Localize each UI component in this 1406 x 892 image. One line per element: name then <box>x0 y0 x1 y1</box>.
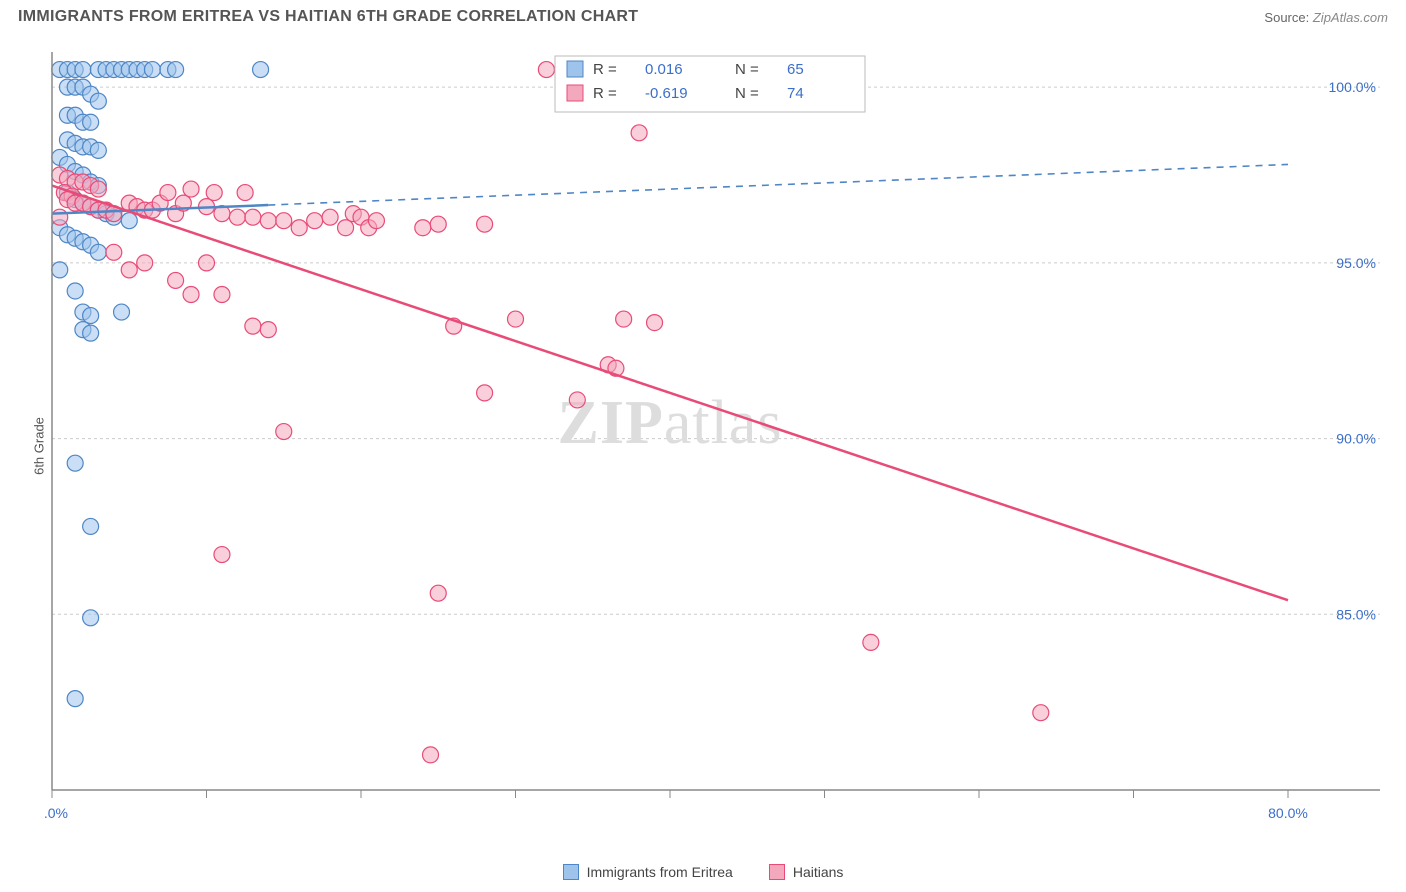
svg-text:N =: N = <box>735 85 759 102</box>
legend-label: Immigrants from Eritrea <box>587 864 733 880</box>
source-value: ZipAtlas.com <box>1313 10 1388 25</box>
legend-swatch-icon <box>563 864 579 880</box>
svg-text:0.0%: 0.0% <box>44 805 68 821</box>
source-label: Source: <box>1264 10 1309 25</box>
title-bar: IMMIGRANTS FROM ERITREA VS HAITIAN 6TH G… <box>0 0 1406 26</box>
legend-item-eritrea: Immigrants from Eritrea <box>563 864 733 880</box>
svg-text:90.0%: 90.0% <box>1336 431 1376 447</box>
svg-text:R =: R = <box>593 61 617 78</box>
legend-item-haitians: Haitians <box>769 864 844 880</box>
svg-text:100.0%: 100.0% <box>1329 79 1376 95</box>
chart-title: IMMIGRANTS FROM ERITREA VS HAITIAN 6TH G… <box>18 8 638 26</box>
svg-text:ZIPatlas: ZIPatlas <box>558 389 783 457</box>
bottom-legend: Immigrants from Eritrea Haitians <box>0 864 1406 880</box>
svg-text:74: 74 <box>787 85 804 102</box>
legend-swatch-icon <box>769 864 785 880</box>
scatter-chart: 85.0% 90.0% 95.0% 100.0% ZIPatlas 0.0% 80.0% R … <box>44 44 1388 834</box>
chart-area: 85.0% 90.0% 95.0% 100.0% ZIPatlas 0.0% 80.0% R … <box>44 44 1388 834</box>
svg-text:95.0%: 95.0% <box>1336 255 1376 271</box>
svg-text:85.0%: 85.0% <box>1336 606 1376 622</box>
svg-text:0.016: 0.016 <box>645 61 683 78</box>
legend-label: Haitians <box>793 864 844 880</box>
svg-text:N =: N = <box>735 61 759 78</box>
svg-text:80.0%: 80.0% <box>1268 805 1308 821</box>
source-attribution: Source: ZipAtlas.com <box>1264 10 1388 25</box>
svg-text:65: 65 <box>787 61 804 78</box>
svg-text:R =: R = <box>593 85 617 102</box>
svg-text:-0.619: -0.619 <box>645 85 688 102</box>
